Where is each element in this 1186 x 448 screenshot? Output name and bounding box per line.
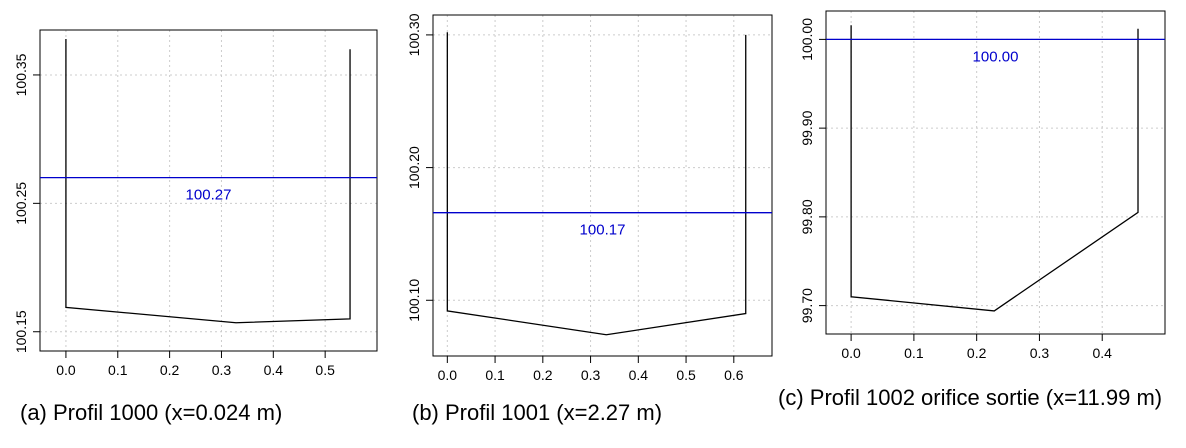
y-tick-label: 99.80 (799, 199, 815, 234)
x-tick-label: 0.0 (56, 362, 76, 378)
x-tick-label: 0.5 (676, 367, 696, 383)
caption-c: (c) Profil 1002 orifice sortie (x=11.99 … (778, 385, 1163, 410)
water-level-label: 100.17 (580, 222, 626, 239)
x-tick-label: 0.3 (212, 362, 232, 378)
water-level-label: 100.27 (186, 187, 232, 204)
panel-a: 0.0 0.1 0.2 0.3 0.4 0.5 100.15 100.25 100.35 100.… (13, 29, 378, 378)
x-tick-label: 0.1 (904, 345, 924, 361)
x-tick-label: 0.2 (160, 362, 180, 378)
caption-b: (b) Profil 1001 (x=2.27 m) (412, 400, 663, 425)
panel-b: 0.0 0.1 0.2 0.3 0.4 0.5 0.6 100.10 100.20 100.30 1… (406, 13, 773, 383)
y-tick-label: 100.10 (406, 279, 422, 322)
y-tick-label: 99.90 (799, 110, 815, 145)
plot-frame (825, 10, 1166, 335)
y-tick-label: 100.00 (799, 18, 815, 61)
y-tick-label: 100.25 (13, 182, 29, 225)
profile-line (446, 32, 747, 336)
x-tick-label: 0.1 (485, 367, 505, 383)
plot-frame (39, 29, 378, 352)
x-tick-label: 0.1 (108, 362, 128, 378)
x-tick-label: 0.5 (315, 362, 335, 378)
y-tick-label: 100.35 (13, 53, 29, 96)
profile-line (65, 38, 351, 324)
y-tick-label: 100.30 (406, 13, 422, 56)
plot-frame (432, 14, 773, 357)
x-tick-label: 0.2 (967, 345, 987, 361)
x-tick-label: 0.3 (581, 367, 601, 383)
profile-line (850, 25, 1139, 312)
x-tick-label: 0.6 (724, 367, 744, 383)
x-tick-label: 0.4 (1092, 345, 1112, 361)
x-tick-label: 0.0 (841, 345, 861, 361)
caption-a: (a) Profil 1000 (x=0.024 m) (20, 400, 283, 425)
y-tick-label: 99.70 (799, 288, 815, 323)
water-level-label: 100.00 (973, 48, 1019, 65)
x-tick-label: 0.2 (533, 367, 553, 383)
x-tick-label: 0.4 (629, 367, 649, 383)
panel-c: 0.0 0.1 0.2 0.3 0.4 99.70 99.80 99.90 100.00 100.… (799, 10, 1166, 361)
x-tick-label: 0.4 (264, 362, 284, 378)
x-tick-label: 0.0 (438, 367, 458, 383)
y-tick-label: 100.20 (406, 146, 422, 189)
y-tick-label: 100.15 (13, 310, 29, 353)
x-tick-label: 0.3 (1030, 345, 1050, 361)
